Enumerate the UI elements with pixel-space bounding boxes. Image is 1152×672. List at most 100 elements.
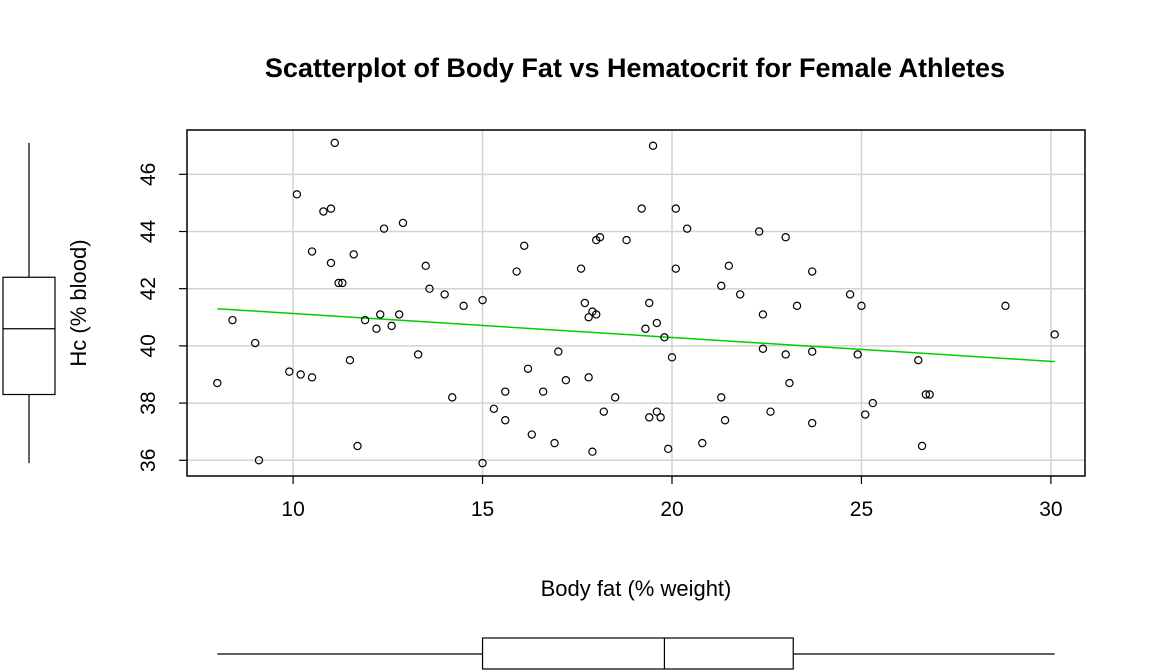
- data-point: [349, 250, 358, 259]
- data-point: [448, 393, 457, 402]
- data-point: [807, 418, 817, 428]
- x-tick-label: 20: [660, 498, 683, 521]
- data-point: [853, 350, 862, 359]
- x-tick-label: 25: [850, 498, 873, 521]
- data-point: [584, 373, 593, 382]
- data-point: [554, 347, 563, 356]
- data-point: [527, 430, 537, 439]
- data-point: [637, 204, 646, 213]
- data-point: [592, 310, 601, 319]
- data-point: [664, 444, 673, 454]
- data-point: [595, 233, 605, 242]
- data-point: [254, 456, 264, 465]
- grid-lines: [187, 130, 1085, 476]
- x-tick-label: 15: [471, 498, 494, 521]
- data-point: [671, 264, 680, 273]
- data-point: [292, 190, 302, 199]
- x-axis-label: Body fat (% weight): [541, 576, 732, 601]
- data-point: [682, 224, 692, 233]
- data-point: [550, 438, 559, 448]
- data-point: [421, 261, 430, 271]
- y-tick-label: 44: [137, 220, 160, 244]
- data-point: [648, 141, 658, 150]
- data-point: [917, 441, 927, 451]
- data-point: [584, 313, 593, 322]
- data-point: [512, 267, 521, 276]
- data-point: [861, 410, 870, 419]
- data-points: [213, 138, 1059, 468]
- data-point: [758, 344, 768, 353]
- data-point: [251, 338, 260, 348]
- data-point: [645, 298, 654, 308]
- data-point: [717, 393, 726, 402]
- data-point: [307, 373, 317, 382]
- data-point: [330, 138, 339, 148]
- data-point: [345, 355, 355, 365]
- x-boxplot-box: [481, 637, 794, 670]
- data-point: [440, 290, 449, 299]
- data-point: [857, 301, 866, 311]
- data-point: [914, 355, 923, 365]
- data-point: [735, 290, 745, 299]
- data-point: [523, 364, 533, 373]
- data-point: [754, 227, 764, 236]
- x-axis: 10 15 20 25 30: [281, 476, 1063, 521]
- data-point: [792, 301, 802, 311]
- data-point: [580, 298, 590, 308]
- data-point: [641, 324, 650, 333]
- data-point: [379, 224, 389, 233]
- data-point: [807, 347, 817, 356]
- data-point: [360, 315, 370, 325]
- data-point: [781, 233, 790, 242]
- data-point: [807, 267, 817, 276]
- y-tick-label: 38: [137, 391, 160, 414]
- data-point: [353, 441, 362, 451]
- y-boxplot-box: [2, 276, 56, 396]
- data-point: [489, 404, 499, 414]
- y-tick-label: 42: [137, 277, 160, 300]
- data-point: [394, 310, 404, 319]
- data-point: [376, 310, 385, 319]
- data-point: [478, 295, 487, 305]
- data-point: [645, 413, 654, 422]
- data-point: [845, 290, 855, 299]
- data-point: [398, 218, 408, 228]
- data-point: [561, 376, 571, 385]
- regression-line-group: [217, 307, 1055, 363]
- data-point: [213, 378, 222, 388]
- y-tick-label: 40: [137, 334, 160, 357]
- y-tick-label: 46: [137, 163, 160, 186]
- data-point: [413, 350, 423, 359]
- x-boxplot: [217, 637, 1055, 670]
- data-point: [785, 378, 794, 388]
- data-point: [459, 301, 468, 311]
- data-point: [660, 333, 669, 342]
- data-point: [338, 278, 347, 288]
- data-point: [724, 261, 734, 271]
- data-point: [501, 416, 510, 425]
- data-point: [652, 407, 662, 416]
- data-point: [296, 370, 305, 379]
- data-point: [652, 318, 662, 328]
- data-point: [667, 353, 677, 362]
- data-point: [758, 310, 768, 319]
- data-point: [334, 278, 343, 288]
- data-point: [478, 458, 487, 468]
- data-point: [501, 387, 510, 396]
- plot-frame: [186, 129, 1086, 477]
- x-tick-label: 30: [1039, 498, 1062, 521]
- data-point: [622, 235, 631, 245]
- data-point: [307, 247, 317, 256]
- y-boxplot: [2, 142, 56, 464]
- data-point: [921, 390, 931, 399]
- data-point: [319, 207, 328, 216]
- y-axis-label: Hc (% blood): [66, 239, 91, 366]
- x-tick-label: 10: [281, 498, 304, 521]
- data-point: [326, 258, 336, 268]
- data-point: [656, 413, 665, 422]
- data-point: [538, 387, 548, 396]
- data-point: [720, 416, 730, 425]
- data-point: [520, 241, 529, 251]
- data-point: [868, 398, 878, 408]
